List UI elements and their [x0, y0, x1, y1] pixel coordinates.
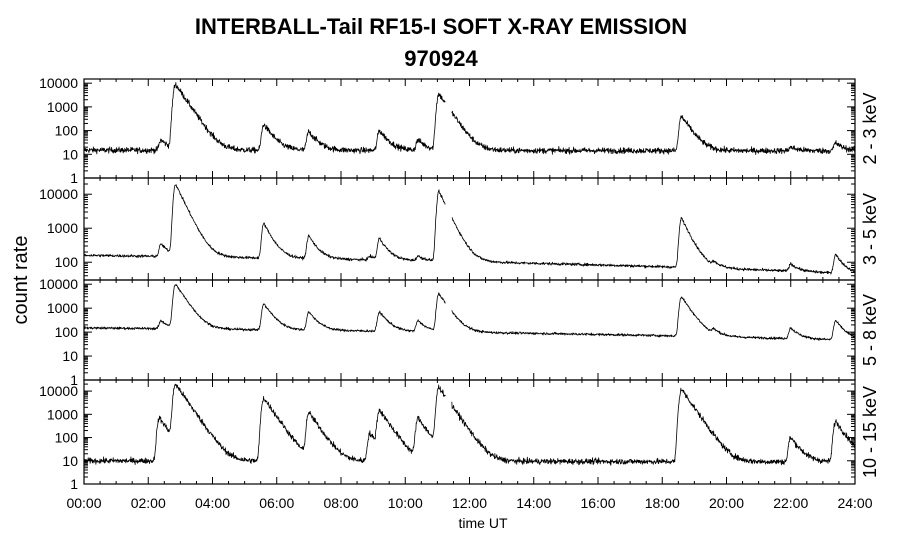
series-line: [83, 284, 856, 341]
y-tick-label: 100: [55, 123, 79, 139]
y-tick-label: 1000: [47, 300, 78, 316]
y-ticks: [83, 79, 856, 179]
y-ticks: [83, 379, 856, 485]
x-tick-label: 22:00: [773, 495, 808, 511]
y-ticks: [83, 280, 856, 381]
y-tick-label: 10: [62, 453, 78, 469]
panel-1: 10000 1000 100 10 1 2 - 3 keV: [39, 75, 880, 186]
panels: 10000 1000 100 10 1 2 - 3 keV 10000 1000 100 3 - …: [39, 75, 880, 492]
panel-frame: [83, 78, 856, 179]
y-tick-label: 1: [70, 372, 78, 388]
x-tick-label: 24:00: [837, 495, 872, 511]
x-tick-label: 02:00: [131, 495, 166, 511]
x-tick-label: 18:00: [645, 495, 680, 511]
series-line: [83, 184, 856, 275]
y-tick-label: 1: [70, 476, 78, 492]
y-tick-label: 10: [62, 146, 78, 162]
x-tick-label: 08:00: [323, 495, 358, 511]
y-tick-label: 10: [62, 348, 78, 364]
panel-2: 10000 1000 100 3 - 5 keV: [39, 177, 880, 281]
x-tick-label: 04:00: [195, 495, 230, 511]
energy-band-label: 10 - 15 keV: [860, 386, 880, 478]
y-tick-label: 10000: [39, 186, 78, 202]
panel-frame: [83, 279, 856, 381]
y-tick-label: 1000: [47, 406, 78, 422]
x-tick-labels: 00:00 02:00 04:00 06:00 08:00 10:00 12:00 14:00…: [66, 495, 872, 511]
x-tick-label: 10:00: [388, 495, 423, 511]
x-tick-label: 20:00: [709, 495, 744, 511]
series-line: [83, 383, 856, 466]
y-tick-label: 100: [55, 324, 79, 340]
panel-3: 10000 1000 100 10 1 5 - 8 keV: [39, 276, 880, 388]
panel-frame: [83, 177, 856, 281]
energy-band-label: 5 - 8 keV: [860, 294, 880, 366]
x-tick-label: 16:00: [580, 495, 615, 511]
x-axis-label: time UT: [459, 515, 508, 531]
y-tick-label: 1: [70, 170, 78, 186]
y-tick-label: 1000: [47, 99, 78, 115]
y-tick-label: 10000: [39, 276, 78, 292]
panel-frame: [83, 379, 856, 485]
panel-4: 10000 1000 100 10 1 10 - 15 keV: [39, 379, 880, 492]
y-tick-label: 100: [55, 430, 79, 446]
chart-title: INTERBALL-Tail RF15-I SOFT X-RAY EMISSIO…: [195, 14, 687, 39]
x-tick-label: 12:00: [452, 495, 487, 511]
y-tick-label: 10000: [39, 383, 78, 399]
series-line: [83, 82, 856, 156]
x-tick-label: 14:00: [516, 495, 551, 511]
y-tick-label: 100: [55, 254, 79, 270]
y-tick-label: 1000: [47, 220, 78, 236]
x-tick-label: 06:00: [259, 495, 294, 511]
y-axis-label: count rate: [10, 236, 32, 325]
y-ticks: [83, 177, 856, 281]
chart-subtitle: 970924: [404, 46, 478, 71]
energy-band-label: 2 - 3 keV: [860, 92, 880, 164]
energy-band-label: 3 - 5 keV: [860, 193, 880, 265]
y-tick-label: 10000: [39, 75, 78, 91]
x-tick-label: 00:00: [66, 495, 101, 511]
